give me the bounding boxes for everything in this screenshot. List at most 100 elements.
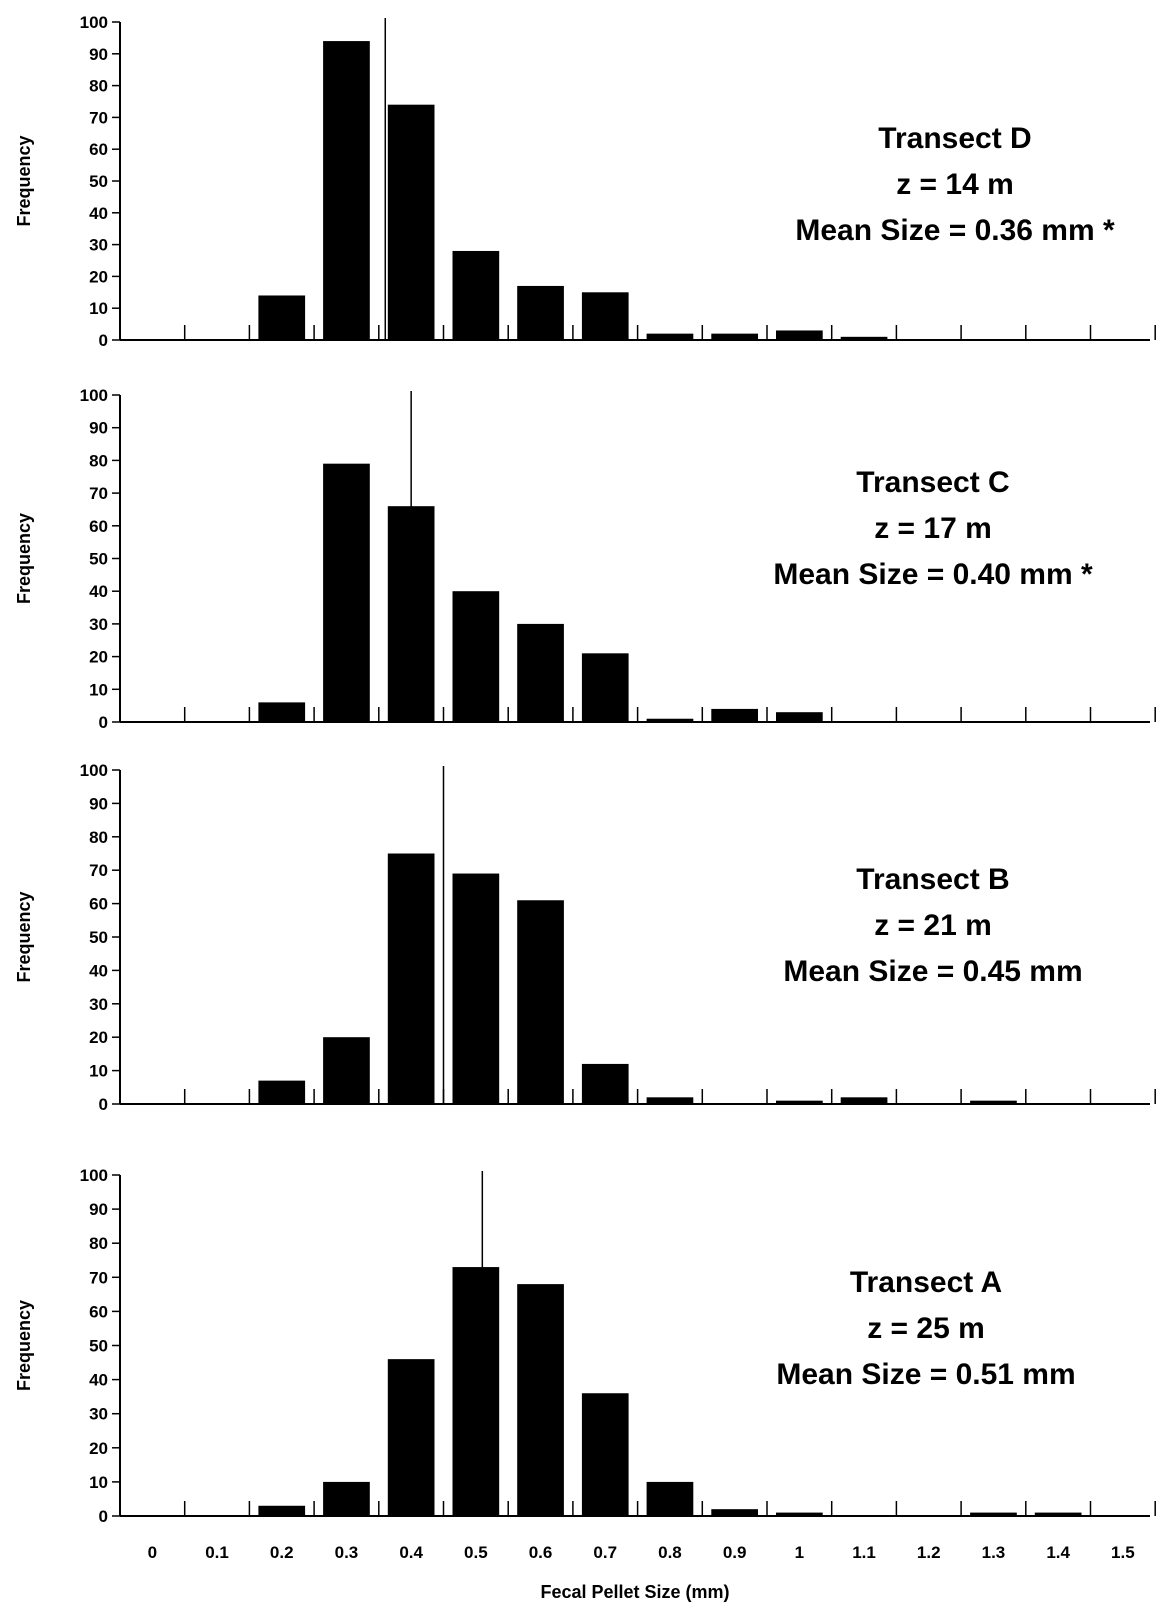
bar-0.5 — [452, 1267, 500, 1516]
bar-1 — [776, 1100, 823, 1104]
bar-0.2 — [258, 702, 306, 722]
y-tick-label: 90 — [89, 794, 108, 813]
y-tick-label: 0 — [99, 331, 108, 350]
x-tick-label: 0.3 — [335, 1543, 359, 1562]
bar-0.3 — [323, 1481, 370, 1516]
panel-1: 0 10 20 30 40 50 60 70 80 90 100 Frequency Transect … — [14, 386, 1156, 732]
x-axis-label: Fecal Pellet Size (mm) — [540, 1582, 729, 1602]
bar-1.4 — [1034, 1512, 1082, 1516]
y-tick-label: 30 — [89, 236, 108, 255]
y-tick-label: 50 — [89, 550, 108, 569]
bar-1.3 — [970, 1512, 1017, 1516]
x-tick-label: 1.5 — [1111, 1543, 1135, 1562]
y-tick-label: 80 — [89, 451, 108, 470]
y-tick-label: 80 — [89, 1234, 108, 1253]
y-tick-label: 100 — [80, 386, 108, 405]
bar-0.6 — [517, 900, 564, 1104]
bar-0.4 — [387, 104, 435, 341]
y-tick-label: 40 — [89, 961, 108, 980]
bar-0.9 — [711, 708, 758, 722]
y-tick-label: 70 — [89, 861, 108, 880]
y-tick-label: 50 — [89, 172, 108, 191]
panel-annotation-line: z = 17 m — [874, 512, 992, 545]
y-tick-label: 30 — [89, 1405, 108, 1424]
x-tick-label: 0.5 — [464, 1543, 488, 1562]
x-tick-label: 0 — [148, 1543, 157, 1562]
bar-0.6 — [517, 285, 564, 340]
y-tick-label: 80 — [89, 828, 108, 847]
bar-0.5 — [452, 591, 500, 722]
x-tick-label: 1.4 — [1046, 1543, 1070, 1562]
y-tick-label: 70 — [89, 1268, 108, 1287]
y-tick-label: 0 — [99, 1095, 108, 1114]
y-tick-label: 20 — [89, 648, 108, 667]
panel-annotation-line: z = 14 m — [896, 168, 1014, 201]
bar-0.2 — [258, 1080, 306, 1104]
bar-0.8 — [646, 333, 694, 340]
bar-0.7 — [581, 653, 629, 722]
bar-0.3 — [323, 1037, 370, 1104]
y-tick-label: 100 — [80, 761, 108, 780]
bar-0.3 — [323, 463, 370, 722]
y-tick-label: 90 — [89, 1200, 108, 1219]
x-tick-label: 0.4 — [399, 1543, 423, 1562]
panel-annotation-line: Mean Size = 0.40 mm * — [773, 558, 1093, 591]
bar-0.3 — [323, 41, 370, 340]
bar-1 — [776, 330, 823, 340]
panel-annotation-line: Mean Size = 0.45 mm — [783, 955, 1082, 988]
bar-0.7 — [581, 1063, 629, 1104]
bar-0.2 — [258, 1505, 306, 1516]
y-tick-label: 60 — [89, 1302, 108, 1321]
panel-annotation-line: Mean Size = 0.36 mm * — [795, 214, 1115, 247]
panel-annotation-line: Transect B — [856, 863, 1009, 896]
panel-annotation-line: Transect A — [850, 1266, 1002, 1299]
bar-1.1 — [840, 1097, 888, 1104]
bar-0.5 — [452, 250, 500, 340]
bar-0.7 — [581, 292, 629, 340]
y-tick-label: 50 — [89, 928, 108, 947]
panel-annotation-line: z = 25 m — [867, 1312, 985, 1345]
bar-0.6 — [517, 623, 564, 722]
x-tick-label: 0.1 — [205, 1543, 229, 1562]
y-tick-label: 60 — [89, 517, 108, 536]
panel-0: 0 10 20 30 40 50 60 70 80 90 100 Frequency Transect … — [14, 13, 1156, 350]
panel-annotation-line: Mean Size = 0.51 mm — [776, 1358, 1075, 1391]
bar-0.7 — [581, 1393, 629, 1516]
bar-0.5 — [452, 873, 500, 1104]
bar-0.9 — [711, 1509, 758, 1516]
bar-1 — [776, 712, 823, 722]
y-tick-label: 40 — [89, 582, 108, 601]
bar-0.9 — [711, 333, 758, 340]
y-tick-label: 30 — [89, 615, 108, 634]
y-tick-label: 0 — [99, 713, 108, 732]
y-tick-label: 60 — [89, 895, 108, 914]
y-tick-label: 10 — [89, 1473, 108, 1492]
x-tick-label: 0.6 — [529, 1543, 553, 1562]
panel-annotation-line: z = 21 m — [874, 909, 992, 942]
y-tick-label: 70 — [89, 108, 108, 127]
y-axis-label: Frequency — [14, 513, 34, 604]
panel-annotation-line: Transect C — [856, 466, 1009, 499]
x-tick-label: 0.7 — [593, 1543, 617, 1562]
bar-1 — [776, 1512, 823, 1516]
y-tick-label: 100 — [80, 1166, 108, 1185]
x-tick-label: 1.2 — [917, 1543, 941, 1562]
bar-1.3 — [970, 1100, 1017, 1104]
y-tick-label: 10 — [89, 680, 108, 699]
x-tick-label: 0.8 — [658, 1543, 682, 1562]
y-tick-label: 100 — [80, 13, 108, 32]
y-tick-label: 0 — [99, 1507, 108, 1526]
y-tick-label: 90 — [89, 45, 108, 64]
x-tick-label: 0.9 — [723, 1543, 747, 1562]
y-tick-label: 30 — [89, 995, 108, 1014]
bar-0.8 — [646, 718, 694, 722]
bar-0.8 — [646, 1097, 694, 1104]
x-tick-label: 1.1 — [852, 1543, 876, 1562]
bar-0.8 — [646, 1481, 694, 1516]
y-tick-label: 40 — [89, 1371, 108, 1390]
y-tick-label: 20 — [89, 267, 108, 286]
y-tick-label: 60 — [89, 140, 108, 159]
bar-0.4 — [387, 1359, 435, 1516]
x-tick-label: 1 — [795, 1543, 804, 1562]
